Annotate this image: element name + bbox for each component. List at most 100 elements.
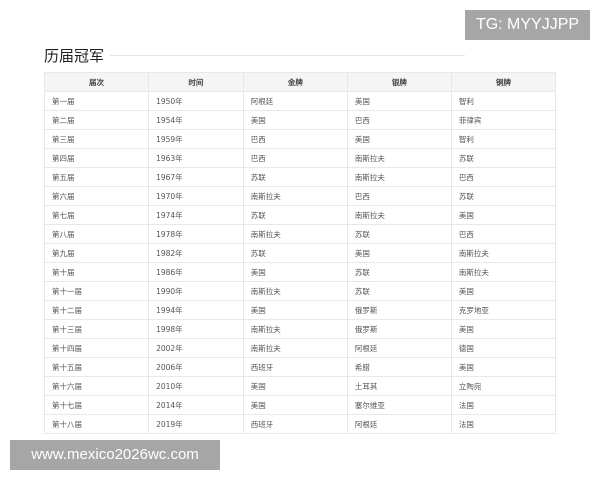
table-cell: 第十八届 [43,414,150,434]
table-cell: 美国 [450,281,557,301]
table-row: 第三届 1959年 巴西 美国 智利 [43,129,557,149]
table-cell: 巴西 [346,186,452,206]
table-cell: 西班牙 [242,414,348,434]
table-cell: 南斯拉夫 [242,281,348,301]
table-cell: 第十七届 [43,395,150,415]
table-cell: 第十六届 [43,376,150,396]
table-cell: 第十三届 [43,319,150,339]
column-header: 时间 [148,72,244,92]
table-row: 第七届 1974年 苏联 南斯拉夫 美国 [43,205,557,225]
table-cell: 2014年 [148,395,244,415]
table-cell: 第九届 [43,243,150,263]
table-cell: 南斯拉夫 [242,186,348,206]
table-cell: 1994年 [148,300,244,320]
table-cell: 俄罗斯 [346,300,452,320]
table-cell: 智利 [450,91,557,111]
table-cell: 1982年 [148,243,244,263]
table-cell: 美国 [450,357,557,377]
table-header-row: 届次 时间 金牌 银牌 铜牌 [43,72,557,92]
table-cell: 1954年 [148,110,244,130]
table-cell: 巴西 [450,167,557,187]
table-cell: 南斯拉夫 [450,262,557,282]
table-cell: 苏联 [242,205,348,225]
table-row: 第五届 1967年 苏联 南斯拉夫 巴西 [43,167,557,187]
table-cell: 美国 [242,110,348,130]
table-cell: 第一届 [43,91,150,111]
table-cell: 巴西 [346,110,452,130]
table-cell: 1974年 [148,205,244,225]
table-row: 第十七届 2014年 美国 塞尔维亚 法国 [43,395,557,415]
table-cell: 美国 [242,376,348,396]
table-row: 第十届 1986年 美国 苏联 南斯拉夫 [43,262,557,282]
table-cell: 智利 [450,129,557,149]
table-cell: 第二届 [43,110,150,130]
table-cell: 巴西 [450,224,557,244]
champions-table: 届次 时间 金牌 银牌 铜牌 第一届 1950年 阿根廷 美国 智利 第二届 1954年 美国 巴西 菲律… [43,72,557,434]
column-header: 铜牌 [450,72,557,92]
table-cell: 法国 [450,414,557,434]
table-cell: 巴西 [242,129,348,149]
table-cell: 阿根廷 [346,338,452,358]
table-cell: 美国 [450,205,557,225]
column-header: 届次 [43,72,150,92]
table-cell: 1990年 [148,281,244,301]
table-row: 第二届 1954年 美国 巴西 菲律宾 [43,110,557,130]
watermark-site: www.mexico2026wc.com [10,440,220,470]
table-cell: 南斯拉夫 [346,167,452,187]
title-divider [110,55,465,56]
table-cell: 土耳其 [346,376,452,396]
table-cell: 第六届 [43,186,150,206]
table-cell: 1963年 [148,148,244,168]
table-cell: 美国 [242,262,348,282]
table-cell: 克罗地亚 [450,300,557,320]
table-cell: 南斯拉夫 [450,243,557,263]
table-cell: 1959年 [148,129,244,149]
table-cell: 1950年 [148,91,244,111]
table-cell: 第八届 [43,224,150,244]
table-cell: 苏联 [346,224,452,244]
table-row: 第十四届 2002年 南斯拉夫 阿根廷 德国 [43,338,557,358]
table-cell: 南斯拉夫 [346,148,452,168]
column-header: 金牌 [242,72,348,92]
table-row: 第一届 1950年 阿根廷 美国 智利 [43,91,557,111]
table-cell: 苏联 [346,262,452,282]
table-cell: 美国 [346,243,452,263]
table-cell: 南斯拉夫 [346,205,452,225]
table-cell: 苏联 [346,281,452,301]
table-cell: 1986年 [148,262,244,282]
table-row: 第九届 1982年 苏联 美国 南斯拉夫 [43,243,557,263]
table-cell: 第七届 [43,205,150,225]
table-cell: 2006年 [148,357,244,377]
table-cell: 塞尔维亚 [346,395,452,415]
table-row: 第十五届 2006年 西班牙 希腊 美国 [43,357,557,377]
table-cell: 2010年 [148,376,244,396]
column-header: 银牌 [346,72,452,92]
table-cell: 第五届 [43,167,150,187]
table-cell: 苏联 [450,148,557,168]
table-cell: 1967年 [148,167,244,187]
table-cell: 第十四届 [43,338,150,358]
table-cell: 第十届 [43,262,150,282]
table-cell: 第三届 [43,129,150,149]
table-cell: 1970年 [148,186,244,206]
table-cell: 第十二届 [43,300,150,320]
table-cell: 德国 [450,338,557,358]
table-cell: 苏联 [242,243,348,263]
table-row: 第十八届 2019年 西班牙 阿根廷 法国 [43,414,557,434]
table-cell: 第四届 [43,148,150,168]
table-cell: 巴西 [242,148,348,168]
table-cell: 2019年 [148,414,244,434]
table-cell: 美国 [346,129,452,149]
table-cell: 阿根廷 [346,414,452,434]
table-cell: 南斯拉夫 [242,338,348,358]
table-row: 第四届 1963年 巴西 南斯拉夫 苏联 [43,148,557,168]
table-cell: 俄罗斯 [346,319,452,339]
table-row: 第十一届 1990年 南斯拉夫 苏联 美国 [43,281,557,301]
table-cell: 美国 [242,300,348,320]
table-row: 第十六届 2010年 美国 土耳其 立陶宛 [43,376,557,396]
table-cell: 2002年 [148,338,244,358]
table-cell: 南斯拉夫 [242,224,348,244]
table-cell: 苏联 [242,167,348,187]
table-row: 第六届 1970年 南斯拉夫 巴西 苏联 [43,186,557,206]
table-cell: 西班牙 [242,357,348,377]
